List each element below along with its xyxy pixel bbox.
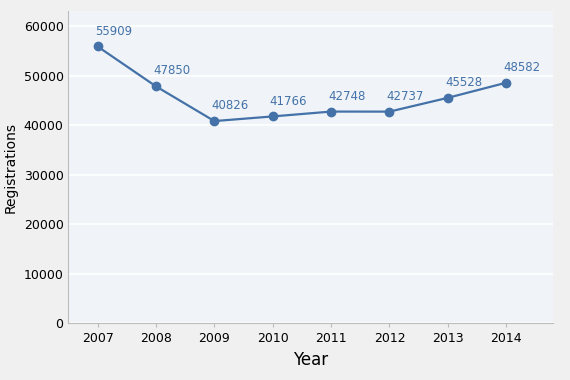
Text: 41766: 41766: [270, 95, 307, 108]
Text: 47850: 47850: [153, 65, 190, 78]
X-axis label: Year: Year: [293, 351, 328, 369]
Text: 42737: 42737: [386, 90, 424, 103]
Text: 48582: 48582: [503, 61, 540, 74]
Text: 45528: 45528: [445, 76, 482, 89]
Text: 55909: 55909: [95, 25, 132, 38]
Y-axis label: Registrations: Registrations: [4, 122, 18, 213]
Text: 42748: 42748: [328, 90, 365, 103]
Text: 40826: 40826: [211, 99, 249, 112]
